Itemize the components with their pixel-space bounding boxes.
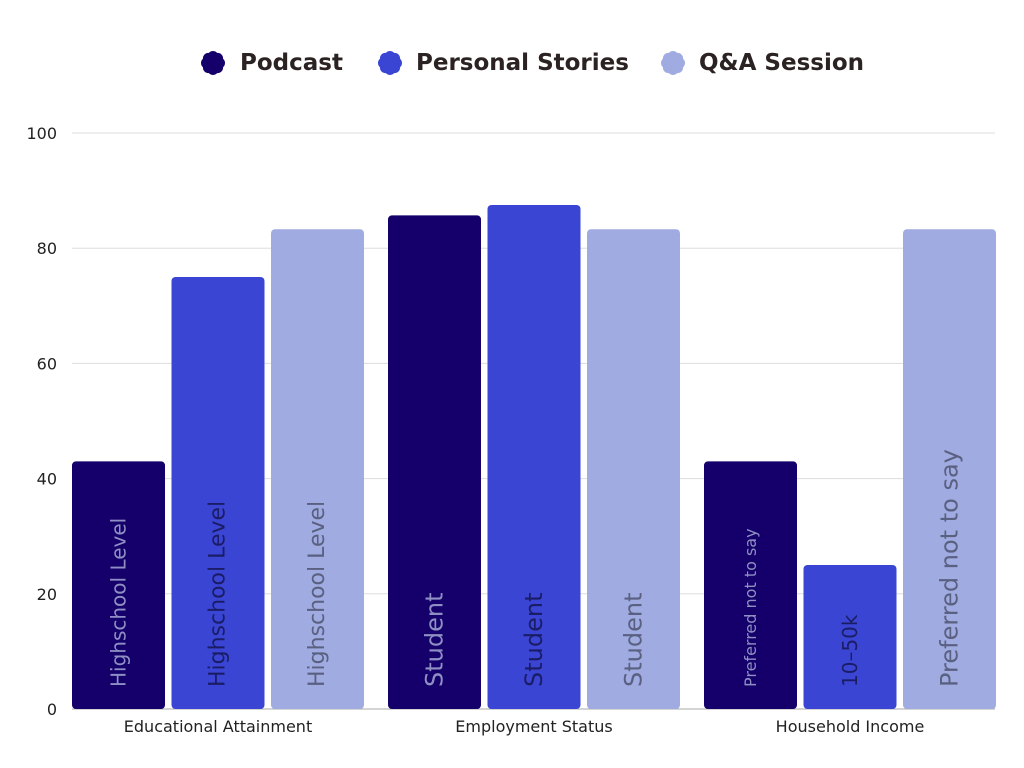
bar [271,229,364,709]
bar-data-label: Preferred not to say [741,528,760,687]
bar-data-label: Student [520,593,548,687]
bar [487,205,581,709]
legend-marker [661,51,685,75]
y-tick-label: 20 [37,585,57,604]
bar [72,461,165,709]
bar-data-label: Student [421,593,449,687]
bar-data-label: Highschool Level [206,501,231,687]
bar [388,215,481,710]
y-axis-ticks: 0 20 40 60 80 100 [26,124,57,719]
legend-label: Q&A Session [699,50,864,76]
x-axis-categories: Educational Attainment Employment Status H… [124,717,925,736]
bar [587,229,680,709]
bar [803,565,897,709]
x-category-label: Household Income [776,717,925,736]
y-tick-label: 80 [37,239,57,258]
bar-data-label: Preferred not to say [936,449,964,687]
y-tick-label: 0 [47,700,57,719]
y-tick-label: 60 [37,354,57,373]
legend-marker [201,51,226,75]
x-category-label: Educational Attainment [124,717,312,736]
bar [171,277,265,709]
y-tick-label: 100 [26,124,57,143]
bar-data-label: Highschool Level [305,501,330,687]
x-category-label: Employment Status [455,717,612,736]
bar [704,461,797,709]
bar [903,229,996,709]
bar-data-label: Student [620,593,648,687]
bar-data-label: Highschool Level [107,518,131,687]
legend-marker [378,51,402,75]
legend-label: Podcast [240,50,343,76]
bars: Highschool Level Highschool Level Highscho… [72,205,996,710]
y-tick-label: 40 [37,470,57,489]
legend: Podcast Personal Stories Q&A Session [201,50,864,76]
bar-data-label: 10–50k [838,614,862,687]
legend-label: Personal Stories [416,50,629,76]
